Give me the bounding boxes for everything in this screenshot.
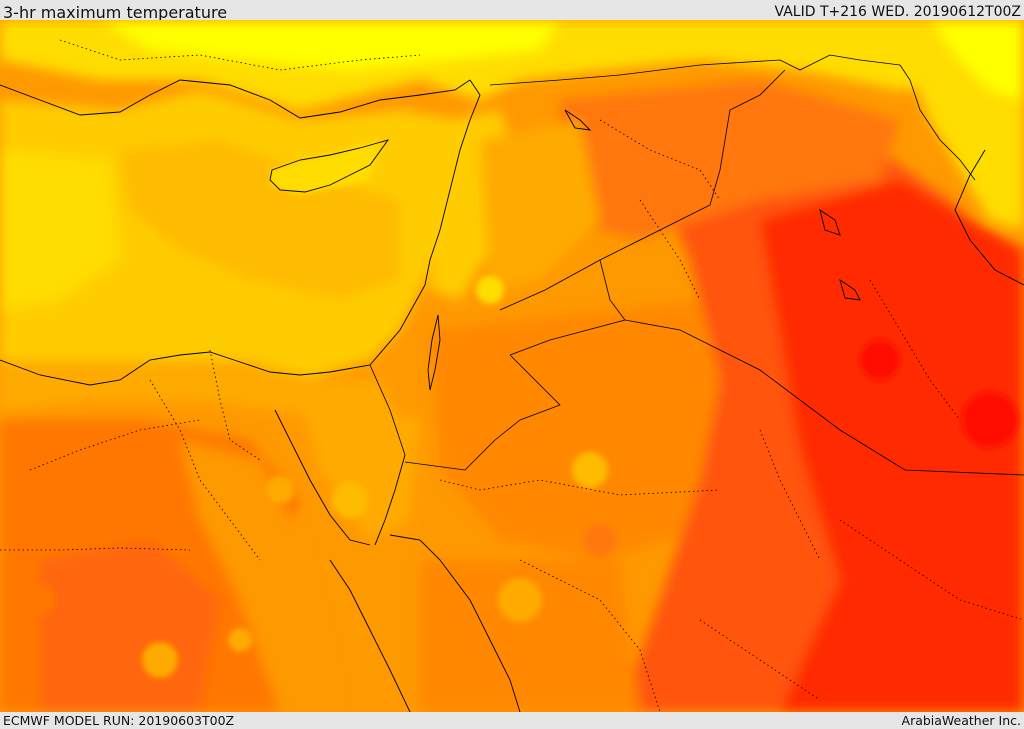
speck [860,340,900,380]
border-egypt-israel [369,364,406,456]
internal-border [59,39,421,71]
coastline-red-sea-east [389,534,521,712]
border-saudi-iraq [624,319,1024,476]
model-run-label: ECMWF MODEL RUN: 20190603T00Z [3,713,235,728]
field-far-north-yellow [100,20,560,70]
field-east-red [760,180,1024,712]
internal-border [699,619,821,701]
coastline-cyprus [269,139,390,193]
footer-bar [0,712,1024,729]
speck [332,482,368,518]
coastline-turkey [0,79,471,119]
field-nile-orange [180,440,340,712]
internal-border [0,547,191,551]
coastline-egypt [0,284,426,386]
border-turkey-syria [489,54,901,86]
speck [24,584,56,616]
speck [266,476,294,504]
border-jordan-saudi [404,354,561,471]
valid-time-label: VALID T+216 WED. 20190612T00Z [774,4,1021,20]
speck [142,642,178,678]
map-title: 3-hr maximum temperature [3,3,228,22]
speck [498,578,542,622]
field-syria-west [480,120,600,290]
border-syria-iraq [499,69,786,311]
field-cyprus [270,140,380,195]
coastline-red-sea-west [329,559,411,712]
speck [962,392,1018,448]
header-bar [0,0,1024,20]
field-syria-orange [560,80,900,240]
field-arabia-center [430,300,780,560]
coastline-lake [839,278,861,301]
field-ne-bright [930,20,1024,100]
coastline-lake-assad [564,109,592,131]
internal-border [839,519,1024,621]
field-med-west-yellow [0,150,120,310]
speck [476,276,504,304]
coastline-levant [424,79,481,286]
border-iran-iraq [899,64,976,181]
coastline-gulf-aqaba [374,454,406,546]
speck [572,452,608,488]
coastline-gulf-suez [274,409,371,546]
internal-border [639,199,701,301]
speck [584,524,616,556]
credit-label: ArabiaWeather Inc. [901,713,1021,728]
temperature-map[interactable] [0,20,1024,712]
field-south-arabia [420,560,640,712]
speck [228,628,252,652]
coastline-persian-gulf [954,149,1024,286]
coastline-dead-sea [427,314,441,391]
field-egypt-north [0,360,400,430]
internal-border [439,479,721,496]
coastline-lake [819,208,841,236]
